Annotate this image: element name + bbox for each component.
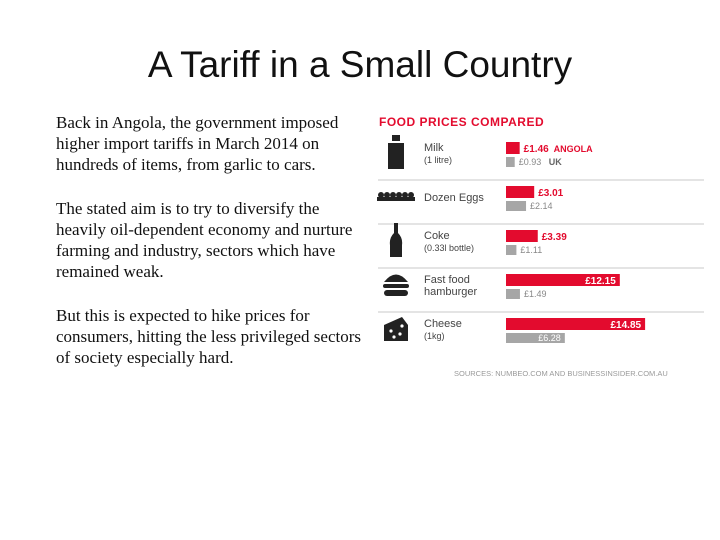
egg bbox=[384, 192, 390, 198]
cheese-icon bbox=[384, 317, 408, 341]
egg bbox=[378, 192, 384, 198]
egg bbox=[396, 192, 402, 198]
egg bbox=[408, 192, 414, 198]
milk-bottle-icon bbox=[388, 135, 404, 169]
coke-body bbox=[389, 223, 403, 257]
legend-label: UK bbox=[549, 157, 562, 167]
value-label: £12.15 bbox=[585, 276, 616, 287]
chart-svg: FOOD PRICES COMPARED Milk(1 litre) £1.46 AN… bbox=[377, 115, 704, 378]
bar-angola bbox=[506, 186, 535, 198]
category-label: (1kg) bbox=[424, 331, 445, 341]
patty bbox=[383, 284, 409, 288]
chart-source: SOURCES: NUMBEO.COM AND BUSINESSINSIDER.… bbox=[454, 369, 668, 378]
egg-carton-icon bbox=[377, 192, 415, 201]
category-label: Milk bbox=[424, 142, 444, 154]
value-label: £1.46 bbox=[524, 144, 549, 155]
bun-bottom bbox=[384, 290, 408, 296]
chart-row: Milk(1 litre) £1.46 ANGOLA £0.93 UK bbox=[378, 135, 704, 181]
hamburger-icon bbox=[383, 274, 409, 296]
paragraph-2: The stated aim is to try to diversify th… bbox=[56, 199, 353, 281]
category-label: Dozen Eggs bbox=[424, 192, 484, 204]
cheese-hole bbox=[392, 335, 396, 339]
category-label: (0.33l bottle) bbox=[424, 243, 474, 253]
bun-top bbox=[384, 274, 408, 282]
chart-row: Cheese(1kg) £14.85 £6.28 bbox=[384, 317, 646, 343]
coke-bottle-icon bbox=[389, 223, 403, 257]
paragraph-3: But this is expected to hike prices for … bbox=[56, 306, 361, 367]
category-label: Coke bbox=[424, 230, 450, 242]
egg bbox=[390, 192, 396, 198]
cheese-hole bbox=[400, 324, 404, 328]
value-label: £3.01 bbox=[538, 188, 563, 199]
slide-title: A Tariff in a Small Country bbox=[147, 44, 573, 85]
legend-label: ANGOLA bbox=[554, 144, 593, 154]
value-label: £14.85 bbox=[611, 320, 642, 331]
bar-uk bbox=[506, 201, 527, 211]
bar-angola bbox=[506, 142, 520, 154]
value-label: £1.49 bbox=[524, 289, 547, 299]
value-label: £0.93 bbox=[519, 157, 542, 167]
category-label: Cheese bbox=[424, 318, 462, 330]
category-label: hamburger bbox=[424, 286, 478, 298]
chart-row: Dozen Eggs £3.01 £2.14 bbox=[377, 186, 704, 225]
bar-angola bbox=[506, 318, 646, 330]
egg bbox=[402, 192, 408, 198]
bar-uk bbox=[506, 157, 515, 167]
cheese-block bbox=[384, 317, 408, 341]
value-label: £2.14 bbox=[530, 201, 553, 211]
carton-base bbox=[377, 197, 415, 201]
chart-title: FOOD PRICES COMPARED bbox=[379, 115, 544, 129]
value-label: £1.11 bbox=[520, 245, 542, 255]
bar-uk bbox=[506, 333, 565, 343]
value-label: £6.28 bbox=[538, 333, 561, 343]
body-text: Back in Angola, the government imposed h… bbox=[56, 112, 366, 391]
chart-row: Coke(0.33l bottle) £3.39£1.11 bbox=[378, 223, 704, 269]
value-label: £3.39 bbox=[542, 232, 567, 243]
food-prices-chart: FOOD PRICES COMPARED Milk (1 litre) £1.46 AN… bbox=[374, 108, 710, 378]
cheese-hole bbox=[398, 332, 402, 336]
category-label: (1 litre) bbox=[424, 155, 452, 165]
bar-angola bbox=[506, 274, 620, 286]
milk-cap bbox=[392, 135, 400, 141]
bar-angola bbox=[506, 230, 538, 242]
bar-uk bbox=[506, 289, 520, 299]
bar-uk bbox=[506, 245, 517, 255]
cheese-hole bbox=[389, 329, 393, 333]
paragraph-1: Back in Angola, the government imposed h… bbox=[56, 113, 339, 174]
milk-body bbox=[388, 143, 404, 169]
category-label: Fast food bbox=[424, 274, 470, 286]
